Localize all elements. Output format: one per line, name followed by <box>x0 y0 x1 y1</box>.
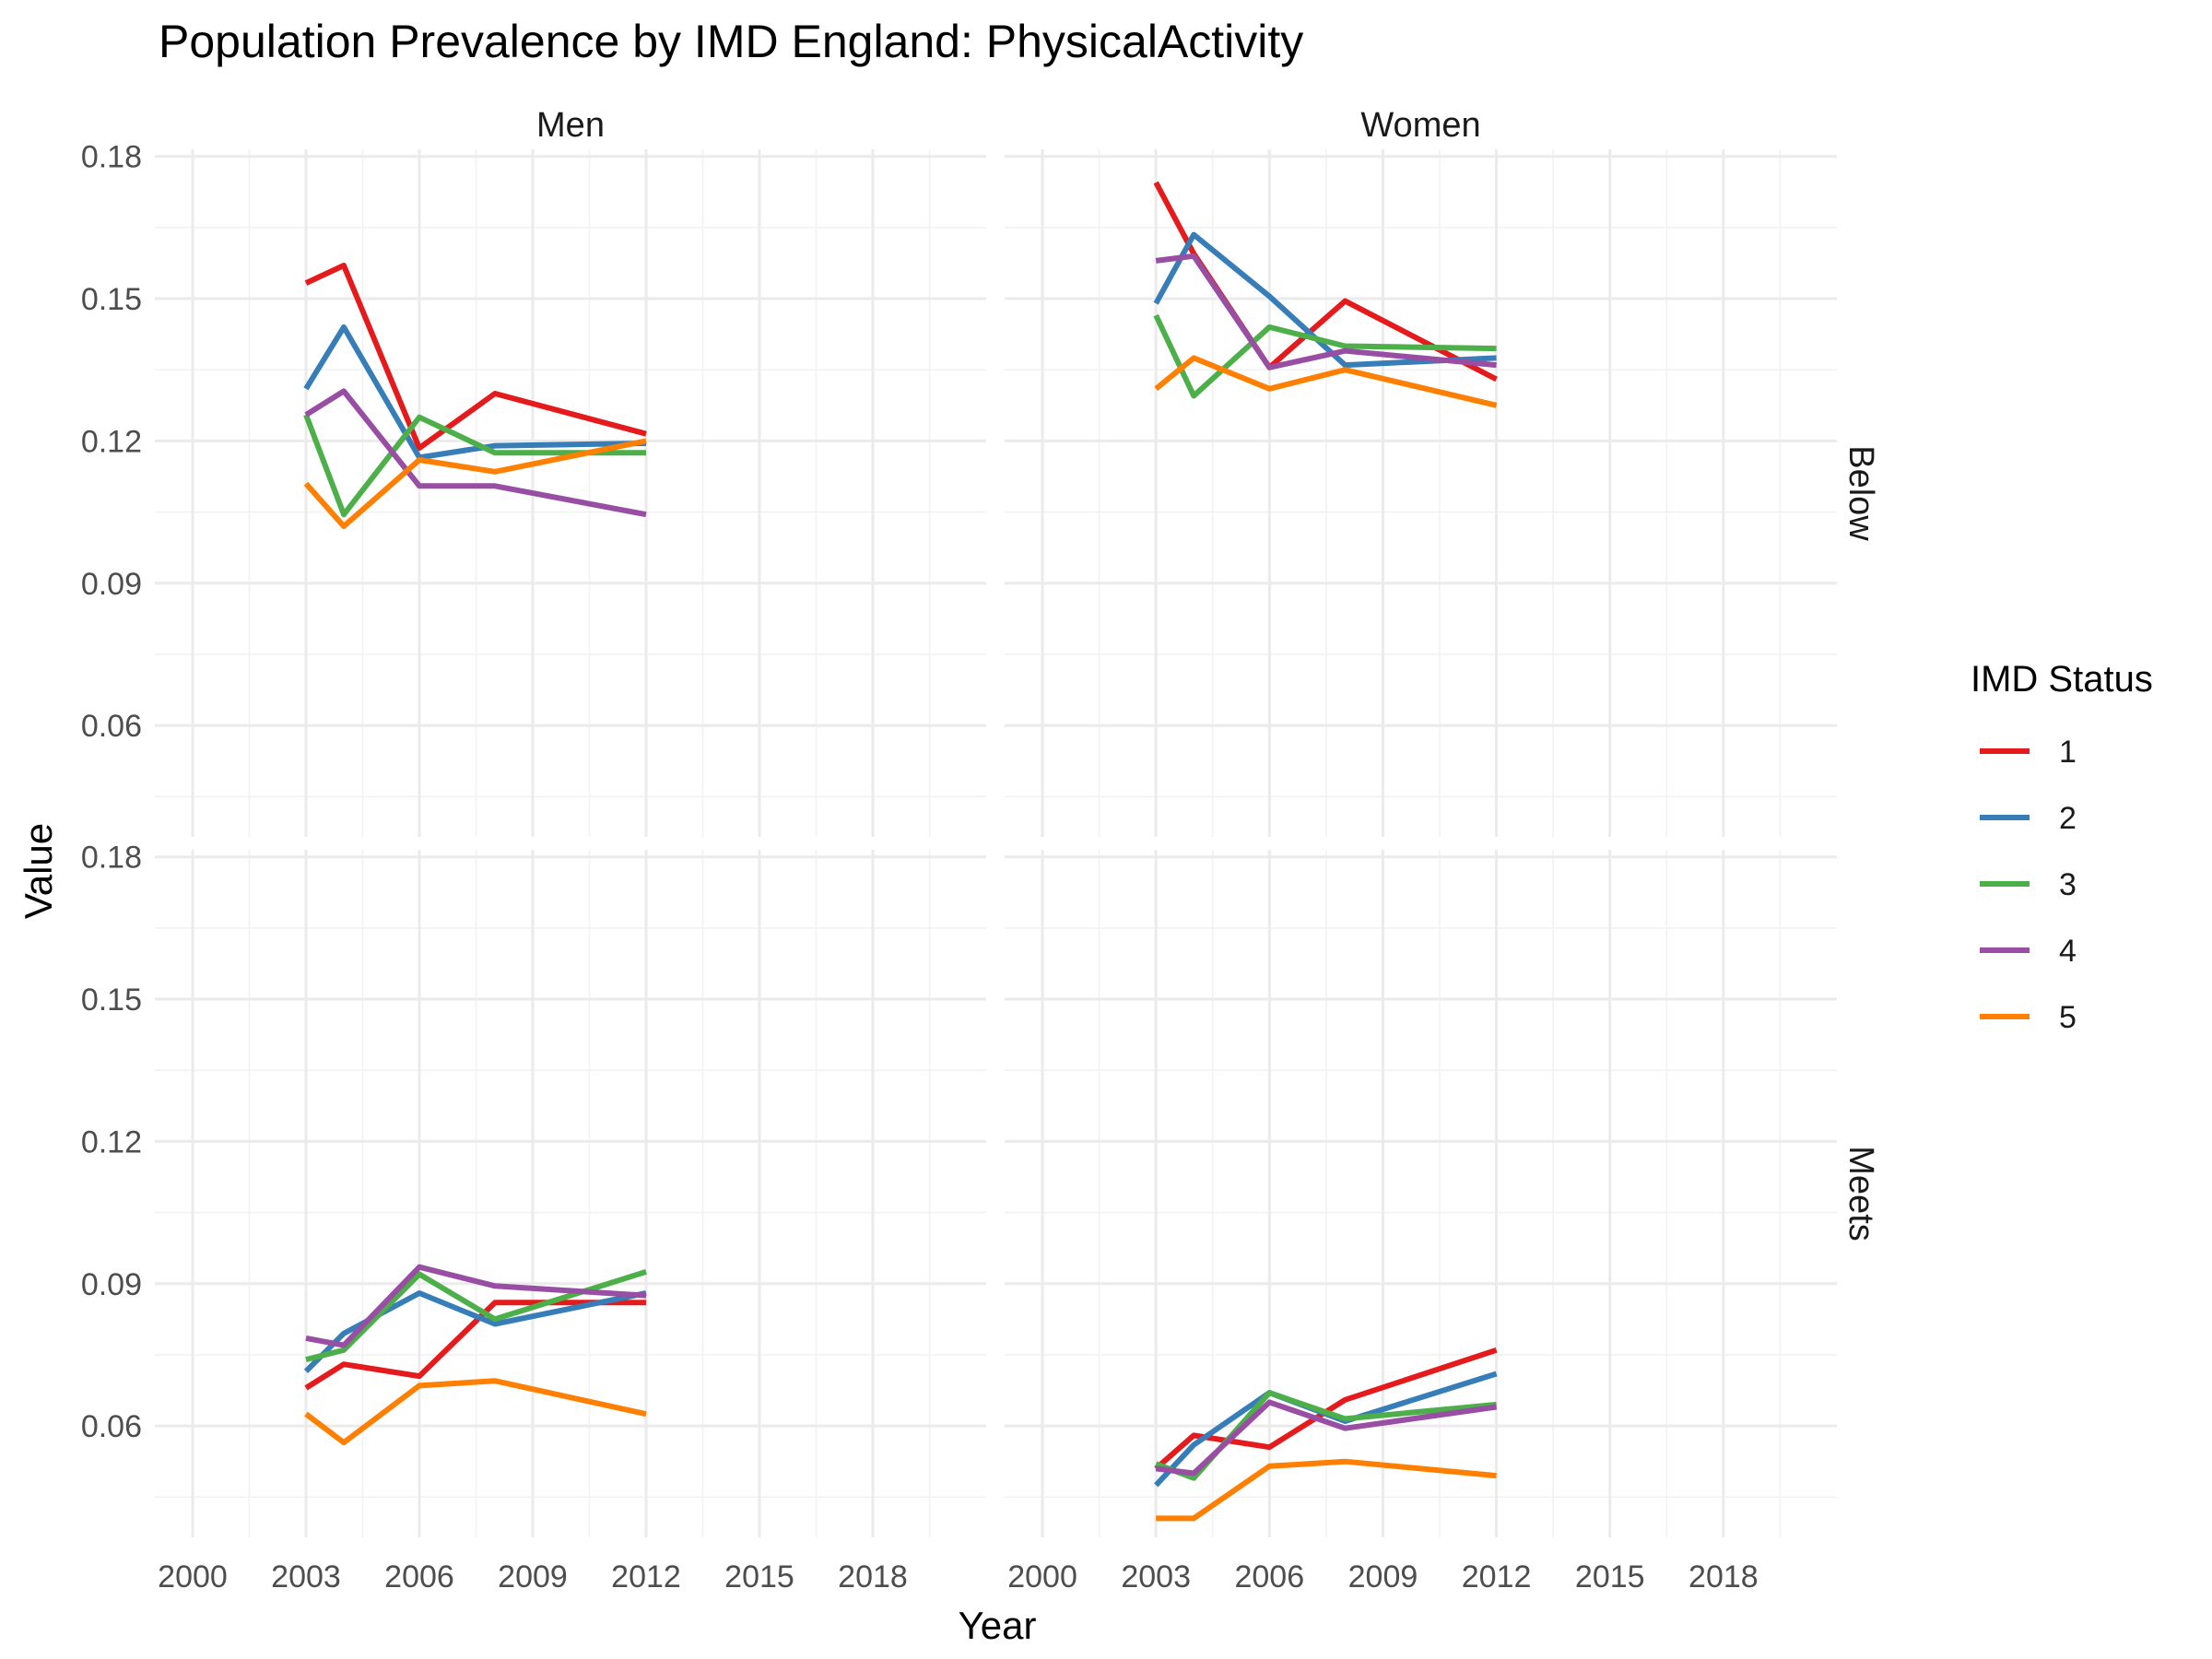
legend-title: IMD Status <box>1971 659 2153 700</box>
series-line-4 <box>1155 1399 1498 1477</box>
legend-item-3: 3 <box>1980 867 2077 902</box>
series-line-5 <box>304 1378 647 1446</box>
series-line-5 <box>303 438 647 529</box>
x-tick-label: 2006 <box>384 1559 454 1594</box>
y-axis-title: Value <box>17 823 60 919</box>
series-line-4 <box>1155 253 1497 371</box>
series-line-3 <box>303 414 646 518</box>
legend-item-4: 4 <box>1980 934 2077 969</box>
legend-label-3: 3 <box>2059 867 2077 902</box>
panel-men-meets: 0.06 0.09 0.12 0.15 0.18 2000 2003 2006 2009 2012… <box>81 841 986 1594</box>
series-line-5 <box>1154 355 1498 408</box>
x-tick-label: 2003 <box>271 1559 341 1594</box>
x-tick-label: 2018 <box>838 1559 908 1594</box>
x-tick-label: 2018 <box>1688 1559 1759 1594</box>
panel-women-meets: Meets 2000 2003 2006 2009 2012 2015 2018 <box>1005 850 1880 1594</box>
legend-label-5: 5 <box>2059 1000 2077 1035</box>
series-line-3 <box>305 1269 647 1363</box>
y-tick-label: 0.09 <box>81 1267 142 1302</box>
legend-label-2: 2 <box>2059 801 2077 836</box>
y-tick-label: 0.09 <box>81 567 142 602</box>
facet-strip-meets: Meets <box>1841 1146 1880 1241</box>
series-line-4 <box>304 388 647 518</box>
x-tick-label: 2009 <box>498 1559 568 1594</box>
x-tick-label: 2006 <box>1234 1559 1304 1594</box>
legend-item-1: 1 <box>1980 735 2077 770</box>
x-tick-label: 2012 <box>1462 1559 1532 1594</box>
x-tick-label: 2015 <box>724 1559 794 1594</box>
x-tick-label: 2003 <box>1121 1559 1191 1594</box>
y-tick-label: 0.12 <box>81 424 142 459</box>
x-tick-label: 2015 <box>1575 1559 1645 1594</box>
series-line-5 <box>1156 1458 1497 1522</box>
facet-strip-women: Women <box>1360 106 1480 145</box>
x-axis-title: Year <box>959 1604 1037 1647</box>
y-tick-label: 0.18 <box>81 841 142 876</box>
series-line-2 <box>303 1290 647 1374</box>
legend-item-5: 5 <box>1980 1000 2077 1035</box>
chart-title: Population Prevalence by IMD England: Ph… <box>159 16 1303 67</box>
series-line-1 <box>1154 1347 1498 1471</box>
legend-item-2: 2 <box>1980 801 2077 836</box>
legend-label-1: 1 <box>2059 735 2077 770</box>
x-tick-label: 2012 <box>611 1559 681 1594</box>
y-tick-label: 0.15 <box>81 282 142 317</box>
panel-men-below: Men 0.06 0.09 0.12 0.15 0.18 <box>81 106 986 837</box>
y-tick-label: 0.12 <box>81 1124 142 1159</box>
y-tick-label: 0.06 <box>81 709 142 744</box>
x-tick-label: 2000 <box>158 1559 228 1594</box>
y-tick-label: 0.18 <box>81 140 142 175</box>
legend-label-4: 4 <box>2059 934 2077 969</box>
y-tick-label: 0.15 <box>81 982 142 1018</box>
facet-strip-below: Below <box>1841 445 1880 541</box>
facet-strip-men: Men <box>536 106 605 145</box>
panel-women-below: Women Below <box>1005 106 1880 837</box>
x-tick-label: 2009 <box>1348 1559 1418 1594</box>
legend: IMD Status 1 2 3 4 5 <box>1971 659 2153 1035</box>
x-tick-label: 2000 <box>1007 1559 1077 1594</box>
facet-panels: Men0.060.090.120.150.18WomenBelow0.060.0… <box>81 106 1880 1594</box>
series-line-1 <box>304 263 647 452</box>
y-tick-label: 0.06 <box>81 1409 142 1444</box>
series-line-4 <box>305 1264 647 1348</box>
